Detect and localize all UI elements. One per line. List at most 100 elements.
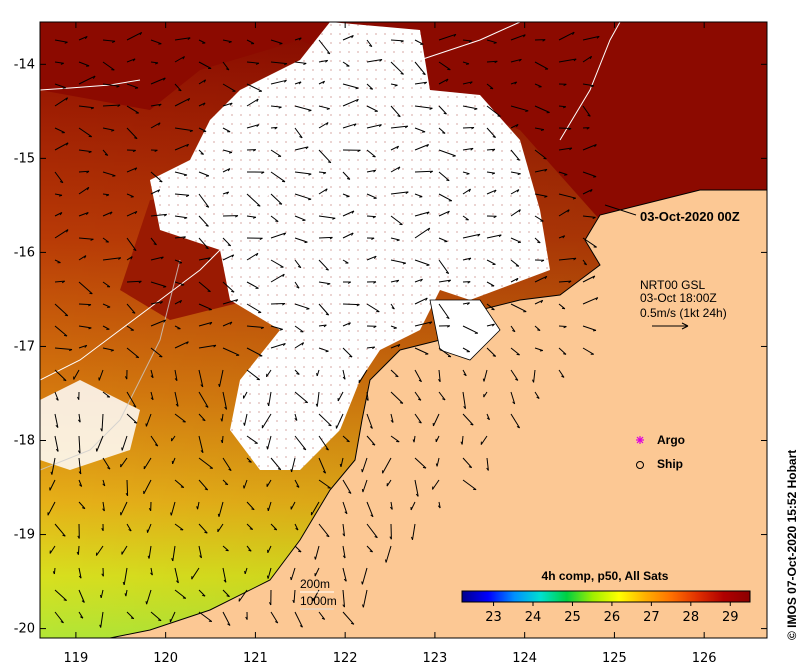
current-vector-head	[278, 203, 283, 205]
current-vector	[198, 457, 214, 469]
current-vector	[510, 58, 522, 63]
current-vector	[101, 413, 104, 432]
current-vector	[558, 257, 577, 261]
current-vector-head	[325, 268, 329, 271]
current-vector	[150, 39, 162, 45]
current-vector-head	[59, 212, 63, 216]
current-vector	[390, 166, 401, 173]
current-vector	[246, 193, 261, 207]
current-vector-head	[102, 508, 105, 512]
current-vector-head	[224, 483, 229, 486]
current-vector-head	[371, 237, 375, 240]
current-vector	[558, 31, 575, 41]
current-vector	[414, 457, 427, 469]
current-vector	[438, 61, 451, 71]
current-vector-head	[133, 421, 138, 424]
current-vector	[270, 171, 286, 183]
current-vector	[126, 58, 136, 63]
current-vector	[78, 435, 81, 454]
current-vector-head	[181, 284, 185, 286]
current-vector-head	[325, 350, 329, 353]
current-vector	[77, 545, 80, 555]
current-vector	[582, 144, 597, 151]
current-vector	[414, 193, 423, 198]
current-vector-head	[494, 60, 498, 64]
current-vector	[462, 127, 475, 129]
current-vector	[438, 171, 450, 181]
current-vector	[510, 325, 516, 332]
current-vector-head	[412, 439, 415, 443]
current-vector	[246, 61, 259, 64]
current-vector	[126, 193, 134, 198]
lat-label: -18	[14, 434, 35, 449]
current-vector	[102, 171, 116, 177]
current-vector	[102, 83, 120, 87]
current-vector	[150, 567, 153, 576]
current-vector	[198, 391, 209, 408]
current-vector	[246, 325, 264, 328]
current-vector-head	[429, 321, 433, 325]
current-vector-head	[471, 127, 475, 130]
colorbar-tick-label: 24	[525, 610, 542, 625]
asterisk-marker-icon	[636, 436, 644, 444]
current-vector-head	[427, 227, 431, 231]
current-vector-head	[447, 279, 452, 283]
current-vector	[510, 209, 521, 217]
current-vector-head	[540, 129, 545, 131]
current-vector-head	[361, 581, 363, 585]
current-vector-head	[355, 87, 359, 90]
current-vector	[318, 479, 331, 489]
current-vector	[78, 303, 92, 306]
current-vector-head	[323, 324, 327, 328]
current-vector	[318, 122, 329, 129]
current-vector-head	[186, 143, 189, 148]
current-vector	[246, 545, 252, 552]
current-vector	[582, 297, 598, 305]
current-vector	[121, 435, 128, 451]
current-vector-head	[369, 426, 373, 429]
current-vector-head	[128, 529, 132, 532]
current-vector	[54, 97, 68, 107]
current-vector	[462, 302, 470, 305]
current-vector	[78, 325, 92, 329]
current-vector-head	[55, 398, 59, 401]
current-vector-head	[202, 594, 206, 597]
current-vector	[246, 83, 263, 92]
current-vector-head	[349, 355, 353, 358]
current-vector	[174, 56, 185, 63]
current-vector-head	[176, 580, 179, 584]
current-vector-head	[163, 286, 167, 288]
current-vector-head	[420, 278, 423, 282]
current-vector-head	[243, 485, 245, 489]
current-vector-head	[283, 232, 287, 236]
current-vector	[54, 347, 73, 350]
current-vector-head	[294, 418, 298, 421]
current-vector-head	[183, 174, 188, 177]
current-vector-head	[537, 241, 541, 244]
current-vector	[54, 142, 69, 151]
current-vector-head	[228, 41, 232, 44]
current-vector	[534, 237, 541, 244]
current-vector	[318, 324, 327, 327]
current-vector-head	[378, 124, 382, 127]
current-vector	[222, 39, 232, 43]
current-vector-head	[229, 321, 233, 325]
current-vector	[510, 369, 519, 381]
current-vector	[462, 188, 471, 195]
current-vector-head	[429, 170, 433, 174]
current-vector-head	[396, 279, 400, 283]
current-vector	[47, 501, 56, 516]
current-vector	[221, 435, 224, 443]
current-vector-head	[84, 344, 88, 348]
current-vector-head	[134, 167, 138, 171]
current-vector-head	[267, 507, 269, 511]
current-vector-head	[134, 87, 139, 89]
current-vector-head	[525, 110, 529, 112]
current-vector	[510, 171, 521, 175]
current-vector-head	[88, 304, 92, 307]
current-vector	[78, 281, 93, 295]
current-vector-head	[517, 173, 521, 176]
current-vector-head	[252, 149, 257, 152]
current-source-line1: NRT00 GSL	[640, 278, 705, 292]
current-vector	[246, 39, 255, 45]
